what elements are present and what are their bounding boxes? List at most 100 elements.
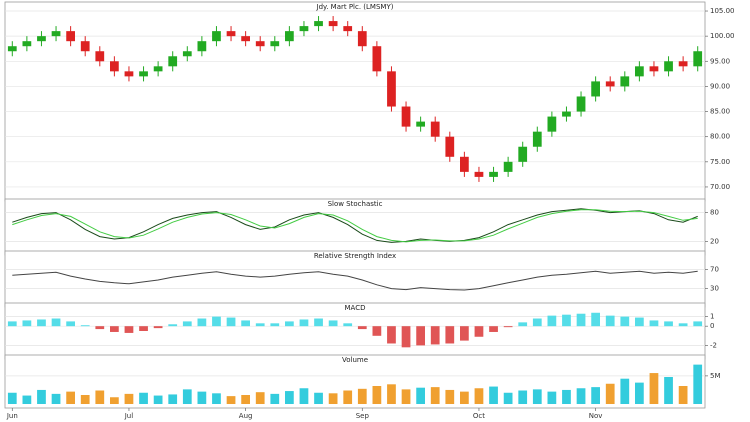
volume-bar xyxy=(182,389,192,404)
panel-frame xyxy=(4,302,706,360)
panel-title: MACD xyxy=(345,304,366,312)
candle-body xyxy=(605,81,615,87)
x-tick-label: Jul xyxy=(124,412,134,420)
candle-body xyxy=(474,171,484,177)
candle-body xyxy=(620,76,630,87)
histogram-bar xyxy=(22,320,32,327)
histogram-bar xyxy=(416,326,425,346)
candle-body xyxy=(693,51,703,67)
histogram-bar xyxy=(372,326,382,336)
candle-body xyxy=(649,66,659,72)
volume-bar xyxy=(314,392,323,404)
y-tick-label: 5M xyxy=(710,372,721,380)
y-tick-label: 20 xyxy=(710,237,719,245)
histogram-bar xyxy=(139,326,148,331)
histogram-bar xyxy=(314,318,323,327)
y-tick-label: 1 xyxy=(710,313,714,321)
histogram-bar xyxy=(182,321,192,327)
y-tick-label: 105.00 xyxy=(710,7,735,15)
candle-body xyxy=(139,71,148,77)
volume-bar xyxy=(649,373,659,404)
y-tick-label: 80 xyxy=(710,209,719,217)
histogram-bar xyxy=(255,323,265,327)
candle-body xyxy=(270,41,280,47)
histogram-bar xyxy=(503,326,513,328)
volume-bar xyxy=(489,386,498,404)
panel-title: Jdy. Mart Plc. (LMSMY) xyxy=(316,3,394,11)
histogram-bar xyxy=(460,326,469,341)
y-tick-label: 70 xyxy=(710,265,719,273)
histogram-bar xyxy=(7,321,17,327)
candle-body xyxy=(95,51,105,62)
panel-title: Volume xyxy=(342,356,368,364)
y-tick-label: 30 xyxy=(710,285,719,293)
candle-body xyxy=(678,61,688,67)
histogram-bar xyxy=(401,326,411,348)
histogram-bar xyxy=(153,326,163,329)
y-tick-label: 85.00 xyxy=(710,108,730,116)
candle-body xyxy=(255,41,265,47)
candle-body xyxy=(299,26,309,32)
candle-body xyxy=(562,111,571,117)
panel-frame xyxy=(4,354,706,409)
histogram-bar xyxy=(124,326,134,333)
candle-body xyxy=(416,121,425,127)
volume-bar xyxy=(620,378,630,404)
x-tick-label: Aug xyxy=(239,412,253,420)
volume-bar xyxy=(357,388,367,404)
histogram-bar xyxy=(270,323,280,327)
volume-bar xyxy=(605,383,615,404)
histogram-bar xyxy=(197,318,207,327)
volume-bar xyxy=(124,393,134,404)
volume-bar xyxy=(95,390,105,404)
histogram-bar xyxy=(620,316,630,327)
histogram-bar xyxy=(285,321,294,327)
histogram-bar xyxy=(66,321,75,327)
y-tick-label: 0 xyxy=(710,322,714,330)
histogram-bar xyxy=(168,324,178,327)
volume-bar xyxy=(66,391,75,404)
y-tick-label: 95.00 xyxy=(710,57,730,65)
candle-body xyxy=(664,61,673,72)
histogram-bar xyxy=(489,326,498,332)
volume-bar xyxy=(110,397,119,404)
candle-body xyxy=(285,31,294,42)
volume-bar xyxy=(532,389,542,404)
histogram-bar xyxy=(80,325,90,327)
candle-body xyxy=(387,71,396,107)
histogram-bar xyxy=(649,320,659,327)
histogram-bar xyxy=(212,316,221,327)
x-tick-label: Oct xyxy=(473,412,485,420)
histogram-bar xyxy=(299,319,309,327)
volume-bar xyxy=(51,393,61,404)
candle-body xyxy=(226,31,236,37)
y-tick-label: 75.00 xyxy=(710,158,730,166)
histogram-bar xyxy=(241,320,250,327)
panel-title: Relative Strength Index xyxy=(314,252,396,260)
candle-body xyxy=(37,36,46,42)
candle-body xyxy=(212,31,221,42)
histogram-bar xyxy=(95,326,105,330)
volume-bar xyxy=(285,391,294,404)
volume-bar xyxy=(7,392,17,404)
x-tick-label: Jun xyxy=(6,412,18,420)
candle-body xyxy=(489,171,498,177)
volume-bar xyxy=(503,392,513,404)
volume-bar xyxy=(197,391,207,404)
candle-body xyxy=(591,81,600,97)
volume-bar xyxy=(212,393,221,404)
candle-body xyxy=(532,131,542,147)
panel-title: Slow Stochastic xyxy=(328,200,383,208)
x-tick-label: Sep xyxy=(356,412,370,420)
volume-bar xyxy=(139,392,148,404)
y-tick-label: 100.00 xyxy=(710,32,735,40)
volume-bar xyxy=(168,394,178,404)
indicator-line xyxy=(12,270,698,291)
candle-body xyxy=(80,41,90,52)
volume-bar xyxy=(460,391,469,404)
panel-frame xyxy=(4,1,706,202)
candle-body xyxy=(328,21,338,27)
histogram-bar xyxy=(547,315,557,327)
histogram-bar xyxy=(693,321,703,327)
